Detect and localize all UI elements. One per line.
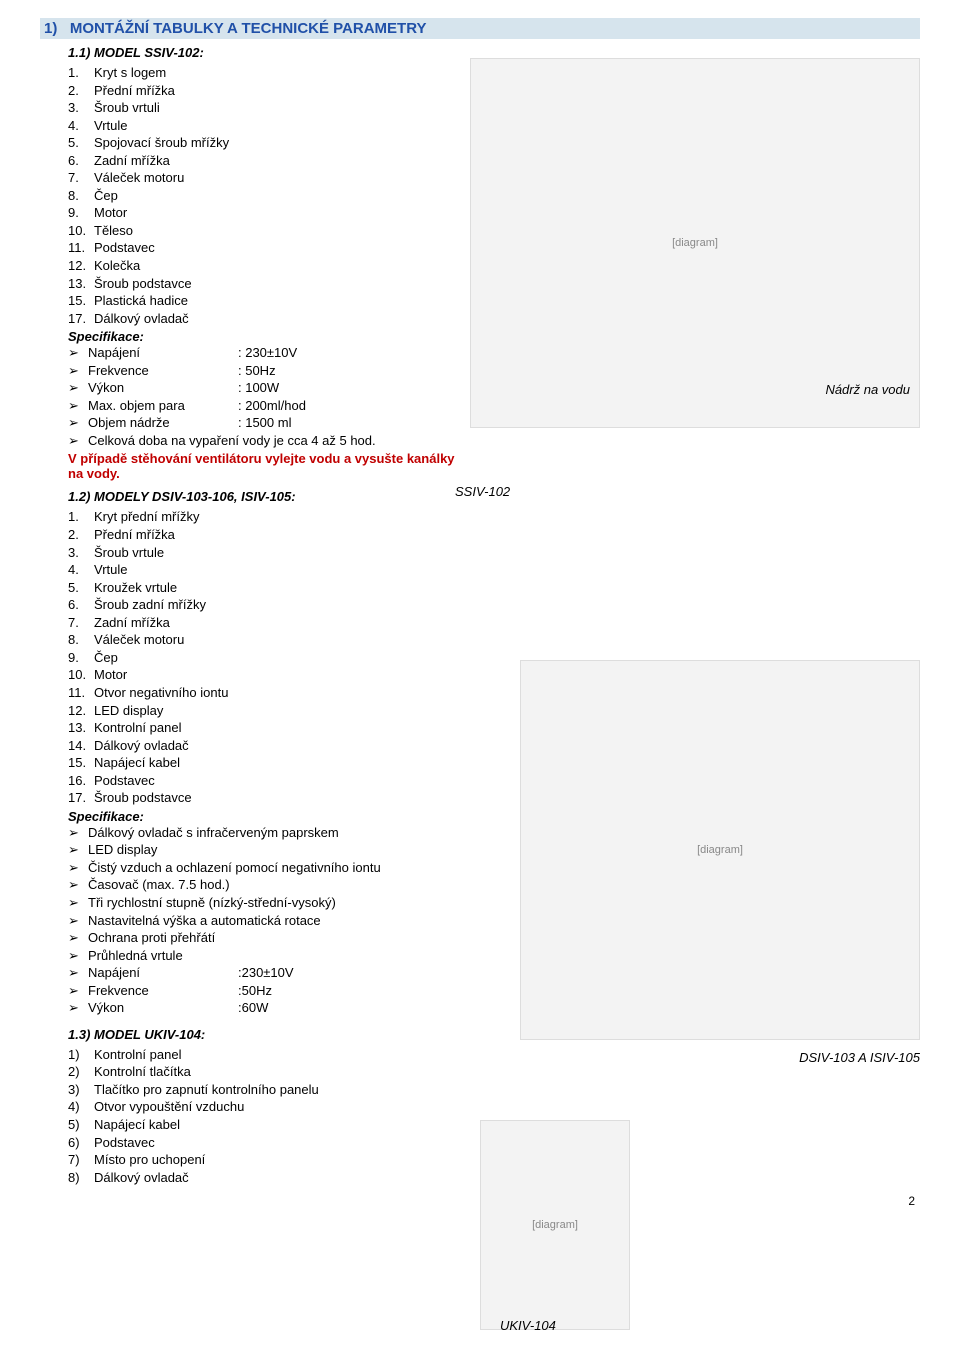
list-item: 7.Zadní mřížka [68, 614, 470, 632]
spec-row: ➢Výkon: 100W [68, 379, 470, 397]
list-item: 11.Otvor negativního iontu [68, 684, 470, 702]
parts-list-ssiv-102: 1.Kryt s logem2.Přední mřížka3.Šroub vrt… [68, 64, 470, 327]
list-item: 4)Otvor vypouštění vzduchu [68, 1098, 470, 1116]
caption-ukiv-104: UKIV-104 [500, 1318, 556, 1333]
list-item: 8)Dálkový ovladač [68, 1169, 470, 1187]
list-item: 10.Těleso [68, 222, 470, 240]
list-item: 4.Vrtule [68, 117, 470, 135]
list-item: 5)Napájecí kabel [68, 1116, 470, 1134]
diagram-ssiv-102: [diagram] [470, 58, 920, 428]
specs-ssiv-102: ➢Napájení: 230±10V➢Frekvence: 50Hz➢Výkon… [68, 344, 470, 449]
list-item: 5.Spojovací šroub mřížky [68, 134, 470, 152]
section-heading: 1) MONTÁŽNÍ TABULKY A TECHNICKÉ PARAMETR… [40, 18, 920, 39]
list-item: 12.Kolečka [68, 257, 470, 275]
list-item: 16.Podstavec [68, 772, 470, 790]
parts-list-dsiv: 1.Kryt přední mřížky2.Přední mřížka3.Šro… [68, 508, 470, 806]
list-item: 13.Kontrolní panel [68, 719, 470, 737]
caption-dsiv-103: DSIV-103 A ISIV-105 [799, 1050, 920, 1065]
list-item: 8.Váleček motoru [68, 631, 470, 649]
page-number: 2 [908, 1194, 915, 1208]
list-item: 6.Zadní mřížka [68, 152, 470, 170]
list-item: 5.Kroužek vrtule [68, 579, 470, 597]
list-item: 15.Napájecí kabel [68, 754, 470, 772]
feature-row: ➢Čistý vzduch a ochlazení pomocí negativ… [68, 859, 470, 877]
list-item: 15.Plastická hadice [68, 292, 470, 310]
list-item: 14.Dálkový ovladač [68, 737, 470, 755]
spec-label-2: Specifikace: [68, 809, 470, 824]
feature-row: ➢Dálkový ovladač s infračerveným paprske… [68, 824, 470, 842]
features-dsiv: ➢Dálkový ovladač s infračerveným paprske… [68, 824, 470, 964]
spec-row: ➢Napájení:230±10V [68, 964, 470, 982]
spec-row: ➢Max. objem para: 200ml/hod [68, 397, 470, 415]
parts-list-ukiv: 1)Kontrolní panel2)Kontrolní tlačítka3)T… [68, 1046, 470, 1186]
spec-row: ➢Objem nádrže: 1500 ml [68, 414, 470, 432]
diagram-dsiv-103: [diagram] [520, 660, 920, 1040]
spec-row: ➢Napájení: 230±10V [68, 344, 470, 362]
model-ukiv-heading: 1.3) MODEL UKIV-104: [68, 1027, 470, 1042]
caption-ssiv-102: SSIV-102 [455, 484, 510, 499]
list-item: 1.Kryt přední mřížky [68, 508, 470, 526]
feature-row: ➢Průhledná vrtule [68, 947, 470, 965]
spec-row: ➢Výkon:60W [68, 999, 470, 1017]
list-item: 9.Motor [68, 204, 470, 222]
list-item: 3.Šroub vrtuli [68, 99, 470, 117]
list-item: 12.LED display [68, 702, 470, 720]
specs-dsiv: ➢Napájení:230±10V➢Frekvence:50Hz➢Výkon:6… [68, 964, 470, 1017]
list-item: 17.Šroub podstavce [68, 789, 470, 807]
list-item: 1.Kryt s logem [68, 64, 470, 82]
warning-text: V případě stěhování ventilátoru vylejte … [68, 451, 470, 481]
list-item: 6)Podstavec [68, 1134, 470, 1152]
caption-tank: Nádrž na vodu [825, 382, 910, 397]
spec-row: ➢Celková doba na vypaření vody je cca 4 … [68, 432, 470, 450]
feature-row: ➢LED display [68, 841, 470, 859]
spec-label-1: Specifikace: [68, 329, 470, 344]
list-item: 7.Váleček motoru [68, 169, 470, 187]
list-item: 3.Šroub vrtule [68, 544, 470, 562]
list-item: 4.Vrtule [68, 561, 470, 579]
list-item: 7)Místo pro uchopení [68, 1151, 470, 1169]
feature-row: ➢Nastavitelná výška a automatická rotace [68, 912, 470, 930]
list-item: 2.Přední mřížka [68, 82, 470, 100]
list-item: 9.Čep [68, 649, 470, 667]
model-ssiv-102-heading: 1.1) MODEL SSIV-102: [68, 45, 470, 60]
feature-row: ➢Tři rychlostní stupně (nízký-střední-vy… [68, 894, 470, 912]
diagram-ukiv-104: [diagram] [480, 1120, 630, 1330]
list-item: 3)Tlačítko pro zapnutí kontrolního panel… [68, 1081, 470, 1099]
list-item: 2)Kontrolní tlačítka [68, 1063, 470, 1081]
list-item: 2.Přední mřížka [68, 526, 470, 544]
feature-row: ➢Časovač (max. 7.5 hod.) [68, 876, 470, 894]
list-item: 11.Podstavec [68, 239, 470, 257]
feature-row: ➢Ochrana proti přehřátí [68, 929, 470, 947]
model-dsiv-heading: 1.2) MODELY DSIV-103-106, ISIV-105: [68, 489, 470, 504]
spec-row: ➢Frekvence:50Hz [68, 982, 470, 1000]
list-item: 6.Šroub zadní mřížky [68, 596, 470, 614]
spec-row: ➢Frekvence: 50Hz [68, 362, 470, 380]
list-item: 13.Šroub podstavce [68, 275, 470, 293]
list-item: 8.Čep [68, 187, 470, 205]
list-item: 17.Dálkový ovladač [68, 310, 470, 328]
list-item: 10.Motor [68, 666, 470, 684]
list-item: 1)Kontrolní panel [68, 1046, 470, 1064]
